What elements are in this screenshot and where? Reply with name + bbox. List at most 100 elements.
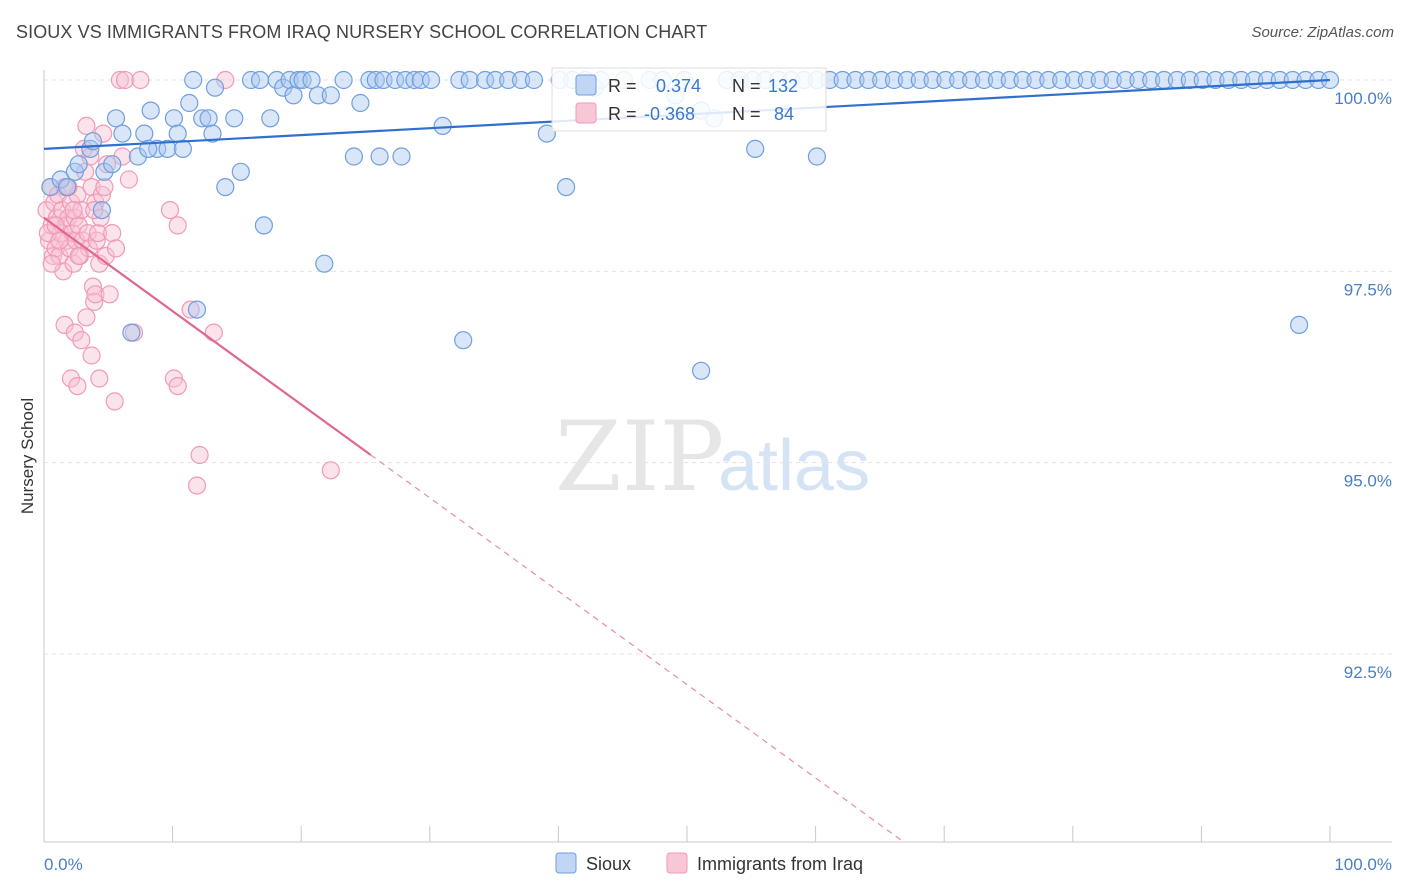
iraq-point bbox=[77, 308, 96, 327]
stats-sioux-r-value: 0.374 bbox=[656, 76, 701, 96]
iraq-point bbox=[106, 239, 126, 258]
sioux-point bbox=[537, 124, 556, 143]
sioux-point bbox=[205, 78, 225, 97]
iraq-point bbox=[88, 224, 108, 243]
sioux-point bbox=[360, 70, 379, 90]
sioux-point bbox=[113, 124, 132, 143]
iraq-point bbox=[50, 246, 69, 266]
x-tick-label-max: 100.0% bbox=[1334, 855, 1392, 874]
y-tick-label: 100.0% bbox=[1334, 89, 1392, 108]
sioux-point bbox=[289, 70, 308, 90]
sioux-point bbox=[173, 139, 192, 158]
sioux-point bbox=[1000, 70, 1019, 90]
sioux-point bbox=[168, 124, 187, 143]
sioux-point bbox=[411, 70, 430, 90]
sioux-point bbox=[1090, 70, 1109, 90]
y-tick-label: 95.0% bbox=[1344, 472, 1392, 491]
sioux-point bbox=[1289, 315, 1309, 334]
iraq-point bbox=[42, 254, 61, 273]
iraq-point bbox=[105, 392, 124, 411]
x-ticks bbox=[43, 826, 1331, 842]
iraq-point bbox=[94, 124, 113, 143]
iraq-point bbox=[65, 323, 85, 342]
iraq-trend-line bbox=[43, 216, 372, 456]
iraq-point bbox=[160, 201, 180, 220]
iraq-point bbox=[110, 70, 130, 90]
sioux-point bbox=[122, 323, 141, 342]
series-iraq-points bbox=[37, 70, 340, 495]
sioux-point bbox=[454, 331, 473, 350]
stats-sioux-swatch bbox=[575, 74, 597, 96]
iraq-point bbox=[50, 231, 69, 250]
sioux-point bbox=[180, 93, 199, 113]
sioux-point bbox=[486, 70, 505, 90]
sioux-point bbox=[95, 162, 114, 181]
sioux-point bbox=[344, 147, 363, 166]
iraq-point bbox=[204, 323, 223, 342]
sioux-point bbox=[106, 109, 126, 128]
stats-box-frame bbox=[551, 67, 827, 132]
sioux-point bbox=[334, 70, 353, 90]
sioux-point bbox=[556, 178, 576, 197]
sioux-point bbox=[884, 70, 904, 90]
sioux-point bbox=[351, 93, 370, 113]
iraq-point bbox=[113, 147, 132, 166]
sioux-point bbox=[949, 70, 968, 90]
sioux-point bbox=[872, 70, 891, 90]
sioux-point bbox=[1129, 70, 1148, 90]
sioux-point bbox=[57, 178, 77, 197]
sioux-point bbox=[1116, 70, 1135, 90]
sioux-point bbox=[366, 70, 385, 90]
sioux-point bbox=[128, 147, 147, 166]
iraq-point bbox=[90, 369, 109, 388]
sioux-point bbox=[450, 70, 469, 90]
legend-sioux-swatch[interactable] bbox=[555, 852, 577, 874]
legend-iraq-swatch[interactable] bbox=[666, 852, 688, 874]
sioux-point bbox=[1193, 70, 1212, 90]
stats-iraq-r-value: -0.368 bbox=[644, 104, 695, 124]
iraq-point bbox=[82, 178, 101, 197]
sioux-point bbox=[936, 70, 955, 90]
iraq-point bbox=[187, 476, 207, 495]
sioux-point bbox=[254, 216, 273, 235]
iraq-point bbox=[85, 292, 104, 311]
sioux-point bbox=[193, 109, 212, 128]
sioux-point bbox=[422, 70, 441, 90]
x-tick-label-min: 0.0% bbox=[44, 855, 83, 874]
sioux-point bbox=[460, 70, 479, 90]
stats-iraq-n-value: 84 bbox=[774, 104, 794, 124]
iraq-point bbox=[321, 461, 340, 480]
sioux-point bbox=[807, 147, 827, 166]
sioux-point bbox=[962, 70, 981, 90]
chart-title: SIOUX VS IMMIGRANTS FROM IRAQ NURSERY SC… bbox=[16, 22, 708, 42]
sioux-point bbox=[746, 139, 765, 158]
sioux-point bbox=[1103, 70, 1122, 90]
sioux-point bbox=[1013, 70, 1032, 90]
iraq-point bbox=[82, 346, 101, 365]
iraq-point bbox=[85, 201, 104, 220]
legend-iraq-label[interactable]: Immigrants from Iraq bbox=[697, 854, 863, 874]
y-axis-title: Nursery School bbox=[18, 398, 37, 514]
sioux-point bbox=[846, 70, 865, 90]
iraq-point bbox=[77, 116, 96, 136]
iraq-point bbox=[86, 285, 105, 304]
iraq-point bbox=[72, 331, 91, 350]
sioux-point bbox=[216, 178, 235, 197]
sioux-point bbox=[691, 361, 711, 380]
iraq-point bbox=[181, 300, 200, 319]
sioux-point bbox=[321, 86, 340, 105]
iraq-point bbox=[100, 285, 119, 304]
legend-sioux-label[interactable]: Sioux bbox=[586, 854, 631, 874]
iraq-point bbox=[119, 170, 138, 189]
sioux-point bbox=[203, 124, 222, 143]
sioux-point bbox=[1077, 70, 1097, 90]
watermark-atlas: atlas bbox=[718, 426, 870, 506]
iraq-point bbox=[190, 445, 209, 465]
sioux-point bbox=[315, 254, 334, 273]
sioux-point bbox=[392, 147, 411, 166]
stats-iraq-n-label: N = bbox=[732, 104, 761, 124]
sioux-point bbox=[51, 170, 70, 189]
sioux-point bbox=[69, 155, 88, 174]
sioux-point bbox=[199, 109, 218, 128]
